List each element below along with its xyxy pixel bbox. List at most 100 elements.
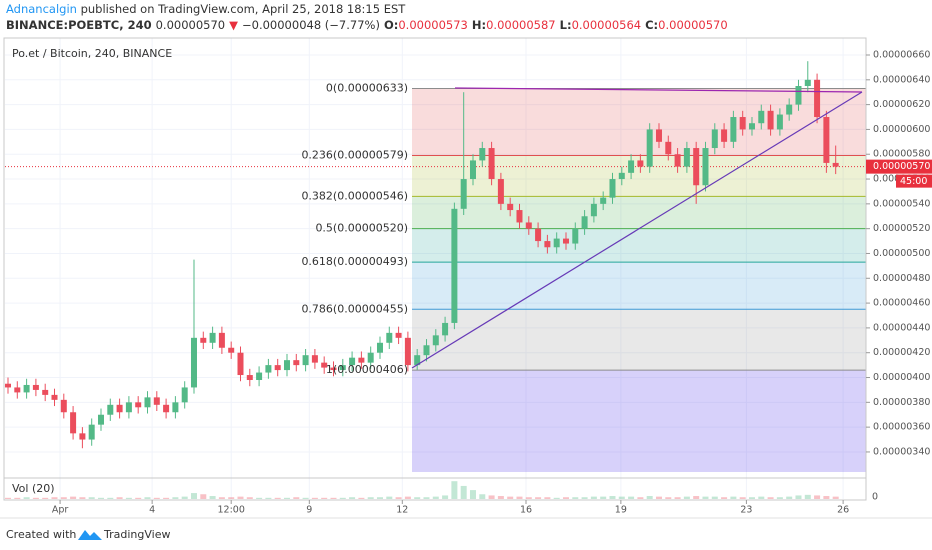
candle-body (274, 365, 281, 371)
candle-body (79, 433, 86, 440)
candle-body (32, 384, 39, 390)
price-pane (4, 38, 866, 499)
candle-body (442, 322, 449, 336)
volume-bar (776, 497, 783, 499)
volume-bar (70, 496, 77, 499)
volume-bar (832, 496, 839, 499)
candle-body (256, 372, 263, 381)
author[interactable]: Adnancalgin (6, 2, 77, 16)
candle-body (562, 238, 569, 244)
volume-bar (339, 497, 346, 499)
y-tick-label: 0.00000400 (873, 372, 930, 383)
volume-bar (646, 496, 653, 499)
x-tick-label: 26 (837, 505, 849, 516)
last-price-label: 0.00000570 (873, 161, 930, 172)
candle-body (590, 203, 597, 217)
fib-label: 0.786(0.00000455) (301, 302, 408, 315)
volume-bar (274, 497, 281, 499)
header-line-1: Adnancalgin published on TradingView.com… (6, 2, 406, 16)
volume-bar (544, 497, 551, 499)
candle-body (637, 160, 644, 167)
volume-bar (311, 497, 318, 499)
candle-body (200, 337, 207, 343)
fib-zone (412, 228, 866, 263)
x-tick-label: 12:00 (217, 505, 244, 516)
arrow: ▼ (229, 18, 238, 32)
volume-bar (730, 496, 737, 499)
volume-bar (423, 497, 430, 499)
o-value: 0.00000573 (398, 18, 468, 32)
volume-bar (525, 497, 532, 499)
candle-body (376, 342, 383, 353)
volume-bar (283, 497, 290, 499)
candle-body (172, 402, 179, 413)
candle-body (88, 424, 95, 440)
candle-body (646, 129, 653, 167)
y-tick-label: 0.00000640 (873, 74, 930, 85)
volume-bar (376, 497, 383, 499)
volume-bar (804, 494, 811, 499)
volume-bar (330, 497, 337, 499)
candle-body (479, 148, 486, 161)
y-tick-label: 0.00000660 (873, 49, 930, 60)
volume-bar (609, 496, 616, 499)
candle-body (153, 397, 160, 405)
h-label: H: (472, 18, 486, 32)
candle-body (209, 332, 216, 343)
volume-bar (618, 496, 625, 499)
volume-bar (451, 481, 458, 499)
c-value: 0.00000570 (658, 18, 728, 32)
candle-body (97, 414, 104, 425)
footer-brand[interactable]: TradingView (103, 528, 170, 541)
candle-body (758, 110, 765, 124)
fib-zone (412, 196, 866, 229)
candle-body (693, 148, 700, 186)
candle-body (125, 402, 132, 413)
volume-bar (32, 497, 39, 499)
volume-bar (814, 495, 821, 499)
volume-bar (665, 497, 672, 499)
candle-body (14, 387, 21, 393)
candle-body (70, 412, 77, 434)
candle-body (432, 335, 439, 346)
candle-body (628, 160, 635, 173)
candle-body (460, 179, 467, 209)
candle-body (190, 337, 197, 388)
h-value: 0.00000587 (486, 18, 556, 32)
volume-bar (507, 496, 514, 499)
trend-line-top (454, 87, 863, 93)
volume-bar (153, 497, 160, 499)
fib-label: 0.618(0.00000493) (301, 255, 408, 268)
candle-body (702, 148, 709, 186)
volume-bar (748, 497, 755, 499)
volume-bar (442, 495, 449, 499)
volume-bar (721, 497, 728, 499)
volume-bar (674, 497, 681, 499)
legend: Po.et / Bitcoin, 240, BINANCE (12, 47, 172, 60)
volume-bar (572, 497, 579, 499)
volume-bar (60, 497, 67, 499)
candle-body (535, 228, 542, 242)
volume-bar (488, 495, 495, 499)
candle-body (795, 86, 802, 105)
brand-logo (78, 530, 102, 540)
y-tick-label: 0.00000360 (873, 422, 930, 433)
volume-bar (107, 497, 114, 499)
candle-body (144, 397, 151, 408)
x-tick-label: 12 (396, 505, 408, 516)
volume-bar (218, 497, 225, 499)
candle-body (60, 399, 67, 413)
x-tick-label: 9 (306, 505, 312, 516)
volume-bar (367, 497, 374, 499)
candle-body (163, 404, 170, 413)
volume-bar (562, 497, 569, 499)
l-label: L: (560, 18, 572, 32)
published: published on TradingView.com, April 25, … (81, 2, 407, 16)
candle-body (116, 404, 123, 413)
candle-body (674, 154, 681, 167)
candle-body (786, 104, 793, 115)
volume-bar (553, 497, 560, 499)
o-label: O: (384, 18, 398, 32)
candle-body (386, 332, 393, 343)
